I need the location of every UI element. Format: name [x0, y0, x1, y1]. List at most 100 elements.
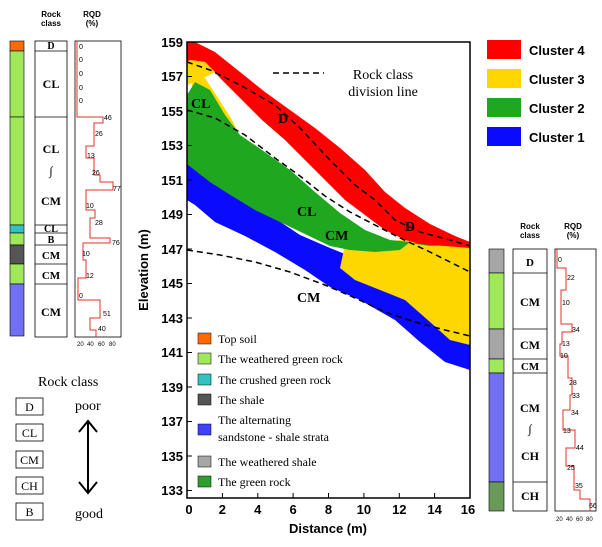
- y-tick-label: 147: [161, 242, 183, 257]
- right-class-label: CM: [520, 295, 540, 309]
- left-rqd-label: 0: [79, 44, 83, 51]
- x-tick-label: 0: [185, 502, 192, 517]
- y-tick-label: 157: [161, 69, 183, 84]
- right-rqd-axis-tick: 20: [556, 517, 563, 523]
- right-rqd-label: 44: [576, 445, 584, 452]
- scale-good-label: good: [75, 507, 103, 522]
- geology-legend-label: The crushed green rock: [218, 373, 331, 387]
- right-rqd-axis-tick: 60: [576, 517, 583, 523]
- division-label-line1: Rock class: [353, 68, 413, 83]
- y-tick-label: 159: [161, 35, 183, 50]
- left-class-label: CM: [42, 250, 61, 262]
- right-class-label: D: [526, 257, 534, 269]
- left-class-label: CL: [43, 77, 60, 91]
- scale-class: D: [25, 400, 34, 414]
- left-rqd-label: 10: [86, 203, 94, 210]
- svg-text:(%): (%): [567, 231, 580, 240]
- y-tick-label: 151: [161, 173, 183, 188]
- x-tick-label: 4: [254, 502, 262, 517]
- left-class-label: CM: [41, 194, 61, 208]
- left-header-rock-class: Rock: [41, 10, 61, 19]
- x-axis: 0 2 4 6 8 10 12 14 16: [185, 493, 475, 517]
- left-rqd-label: 13: [87, 153, 95, 160]
- right-header-rock-class: Rock: [520, 222, 540, 231]
- geology-legend-label: The shale: [218, 393, 264, 407]
- division-line-lower: [186, 249, 471, 337]
- rock-class-scale: Rock class D CL CM CH B poor good: [15, 375, 103, 522]
- cluster-legend-label: Cluster 1: [529, 130, 585, 145]
- geology-legend-label: The weathered green rock: [218, 352, 343, 366]
- section-label: D: [278, 112, 288, 127]
- right-class-label: CH: [521, 489, 540, 503]
- cluster-4-region: [187, 42, 470, 248]
- geology-legend-label: The alternating: [218, 413, 291, 427]
- x-tick-label: 6: [289, 502, 296, 517]
- scale-class: CH: [21, 479, 38, 493]
- left-rqd-label: 0: [79, 98, 83, 105]
- x-axis-label: Distance (m): [289, 521, 367, 536]
- left-class-label: D: [47, 41, 54, 52]
- x-tick-label: 2: [219, 502, 226, 517]
- left-class-label: CL: [43, 142, 60, 156]
- left-borehole-log: Rock class RQD (%) D CL CL ∫ CM CL B CM …: [9, 10, 122, 348]
- cluster-2-region: [187, 82, 410, 252]
- cluster-3-region: [340, 240, 470, 345]
- right-rqd-label: 13: [563, 428, 571, 435]
- y-tick-label: 137: [161, 414, 183, 429]
- right-class-label: CM: [520, 338, 540, 352]
- cluster-legend: Cluster 4 Cluster 3 Cluster 2 Cluster 1: [487, 40, 585, 146]
- right-class-label: CM: [521, 361, 540, 373]
- left-rqd-label: 26: [92, 170, 100, 177]
- scale-class: CM: [20, 453, 39, 467]
- left-header-rqd: RQD: [83, 10, 101, 19]
- right-rqd-label: 28: [569, 380, 577, 387]
- left-rqd-label: 26: [95, 131, 103, 138]
- division-line-middle: [186, 109, 471, 273]
- left-rqd-label: 46: [104, 115, 112, 122]
- left-class-label: ∫: [48, 164, 53, 178]
- right-rqd-axis-tick: 80: [586, 517, 593, 523]
- left-rqd-label: 40: [98, 326, 106, 333]
- left-class-label: CM: [41, 305, 61, 319]
- section-label: D: [405, 220, 415, 235]
- division-line-upper: [186, 61, 471, 247]
- y-tick-label: 149: [161, 207, 183, 222]
- right-header-rqd: RQD: [564, 222, 582, 231]
- x-tick-label: 12: [392, 502, 406, 517]
- geology-legend-label: The green rock: [218, 475, 291, 489]
- section-label: CL: [297, 205, 316, 220]
- right-borehole-log: Rock class RQD (%) D CM CM CM CM ∫ CH CH…: [488, 222, 597, 523]
- section-label: CM: [325, 229, 348, 244]
- x-tick-label: 8: [325, 502, 332, 517]
- svg-text:(%): (%): [86, 19, 99, 28]
- right-rqd-label: 10: [560, 353, 568, 360]
- scale-class: B: [25, 505, 33, 519]
- left-rqd-label: 51: [103, 311, 111, 318]
- left-rqd-label: 0: [79, 293, 83, 300]
- right-rqd-label: 10: [562, 300, 570, 307]
- x-tick-label: 10: [357, 502, 371, 517]
- left-rqd-label: 0: [79, 57, 83, 64]
- section-label: CM: [297, 291, 320, 306]
- left-rqd-label: 12: [86, 273, 94, 280]
- geology-legend-label: The weathered shale: [218, 455, 317, 469]
- geology-legend: Top soil The weathered green rock The cr…: [197, 332, 343, 489]
- right-rqd-label: 13: [562, 341, 570, 348]
- cluster-legend-label: Cluster 4: [529, 43, 585, 58]
- y-tick-label: 153: [161, 138, 183, 153]
- left-rqd-label: 28: [95, 220, 103, 227]
- right-rqd-label: 0: [558, 257, 562, 264]
- right-rqd-label: 22: [567, 275, 575, 282]
- y-tick-label: 141: [161, 345, 183, 360]
- left-rqd-axis-tick: 40: [87, 342, 94, 348]
- left-rqd-label: 76: [112, 240, 120, 247]
- y-tick-label: 155: [161, 104, 183, 119]
- section-label: CL: [191, 97, 210, 112]
- right-rqd-label: 33: [572, 393, 580, 400]
- right-rqd-label: 66: [589, 503, 597, 510]
- svg-text:class: class: [520, 231, 541, 240]
- cluster-1-region: [187, 164, 470, 370]
- scale-class: CL: [22, 426, 37, 440]
- division-label-line2: division line: [348, 85, 418, 100]
- left-class-label: B: [48, 235, 55, 246]
